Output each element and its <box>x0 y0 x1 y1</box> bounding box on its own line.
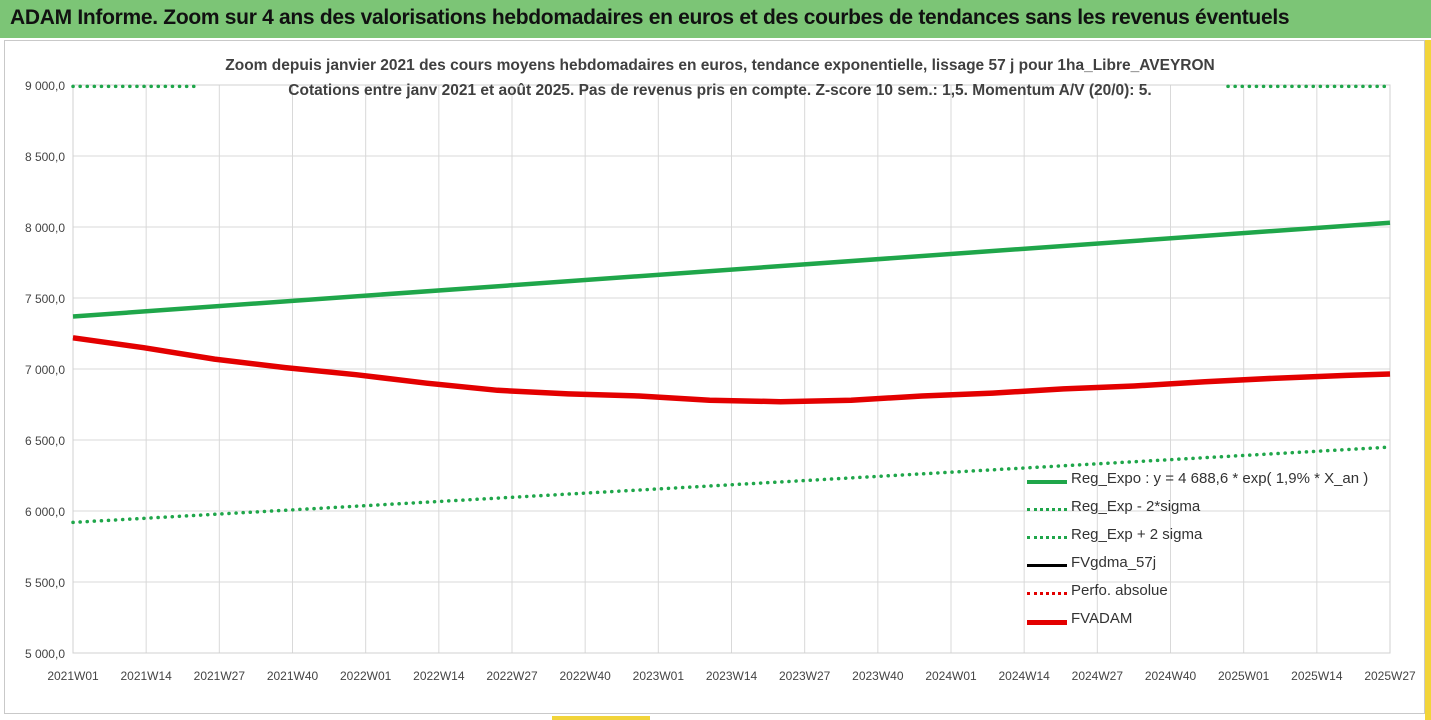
legend-item: Reg_Exp + 2 sigma <box>1025 523 1395 551</box>
x-tick-label: 2022W27 <box>486 669 538 683</box>
x-tick-label: 2025W14 <box>1291 669 1343 683</box>
legend-label: Perfo. absolue <box>1071 582 1168 599</box>
legend-label: FVgdma_57j <box>1071 554 1157 571</box>
y-tick-label: 8 500,0 <box>25 150 65 164</box>
x-tick-label: 2025W27 <box>1364 669 1416 683</box>
plot-area-border <box>72 84 1391 654</box>
x-tick-label: 2024W40 <box>1145 669 1197 683</box>
legend-swatch <box>1027 508 1067 511</box>
chart-title: Zoom depuis janvier 2021 des cours moyen… <box>225 57 1215 74</box>
x-tick-label: 2023W40 <box>852 669 904 683</box>
x-tick-label: 2024W14 <box>998 669 1050 683</box>
series-line-0 <box>72 220 1391 319</box>
chart-legend: Reg_Expo : y = 4 688,6 * exp( 1,9% * X_a… <box>1025 467 1395 635</box>
x-tick-label: 2021W01 <box>47 669 99 683</box>
legend-item: FVgdma_57j <box>1025 551 1395 579</box>
x-tick-label: 2023W27 <box>779 669 831 683</box>
x-tick-label: 2025W01 <box>1218 669 1270 683</box>
yellow-edge-bottom <box>552 716 650 720</box>
x-tick-label: 2024W01 <box>925 669 977 683</box>
x-tick-label: 2022W01 <box>340 669 392 683</box>
x-tick-label: 2021W14 <box>120 669 172 683</box>
x-tick-label: 2022W14 <box>413 669 465 683</box>
y-tick-label: 5 500,0 <box>25 576 65 590</box>
series-line-1 <box>71 445 1392 525</box>
yellow-edge-right <box>1425 40 1431 720</box>
legend-swatch <box>1027 564 1067 567</box>
x-tick-label: 2024W27 <box>1072 669 1124 683</box>
legend-label: Reg_Exp + 2 sigma <box>1071 526 1203 543</box>
legend-item: Reg_Expo : y = 4 688,6 * exp( 1,9% * X_a… <box>1025 467 1395 495</box>
report-title: ADAM Informe. Zoom sur 4 ans des valoris… <box>10 6 1290 29</box>
report-header: ADAM Informe. Zoom sur 4 ans des valoris… <box>0 0 1431 38</box>
legend-label: Reg_Expo : y = 4 688,6 * exp( 1,9% * X_a… <box>1071 470 1369 487</box>
legend-item: Reg_Exp - 2*sigma <box>1025 495 1395 523</box>
x-tick-label: 2022W40 <box>559 669 611 683</box>
x-tick-label: 2023W14 <box>706 669 758 683</box>
y-tick-label: 5 000,0 <box>25 647 65 661</box>
x-tick-label: 2023W01 <box>633 669 685 683</box>
legend-swatch <box>1027 480 1067 484</box>
chart-frame <box>4 40 1425 714</box>
legend-swatch <box>1027 592 1067 595</box>
legend-item: FVADAM <box>1025 607 1395 635</box>
legend-label: FVADAM <box>1071 610 1133 627</box>
y-tick-label: 6 000,0 <box>25 505 65 519</box>
y-tick-label: 7 500,0 <box>25 292 65 306</box>
x-tick-label: 2021W27 <box>194 669 246 683</box>
y-tick-label: 6 500,0 <box>25 434 65 448</box>
y-tick-label: 7 000,0 <box>25 363 65 377</box>
legend-swatch <box>1027 536 1067 539</box>
series-line-5 <box>72 335 1391 405</box>
legend-label: Reg_Exp - 2*sigma <box>1071 498 1201 515</box>
x-tick-label: 2021W40 <box>267 669 319 683</box>
chart-subtitle: Cotations entre janv 2021 et août 2025. … <box>288 82 1152 99</box>
legend-item: Perfo. absolue <box>1025 579 1395 607</box>
legend-swatch <box>1027 620 1067 625</box>
y-tick-label: 8 000,0 <box>25 221 65 235</box>
y-tick-label: 9 000,0 <box>25 79 65 93</box>
